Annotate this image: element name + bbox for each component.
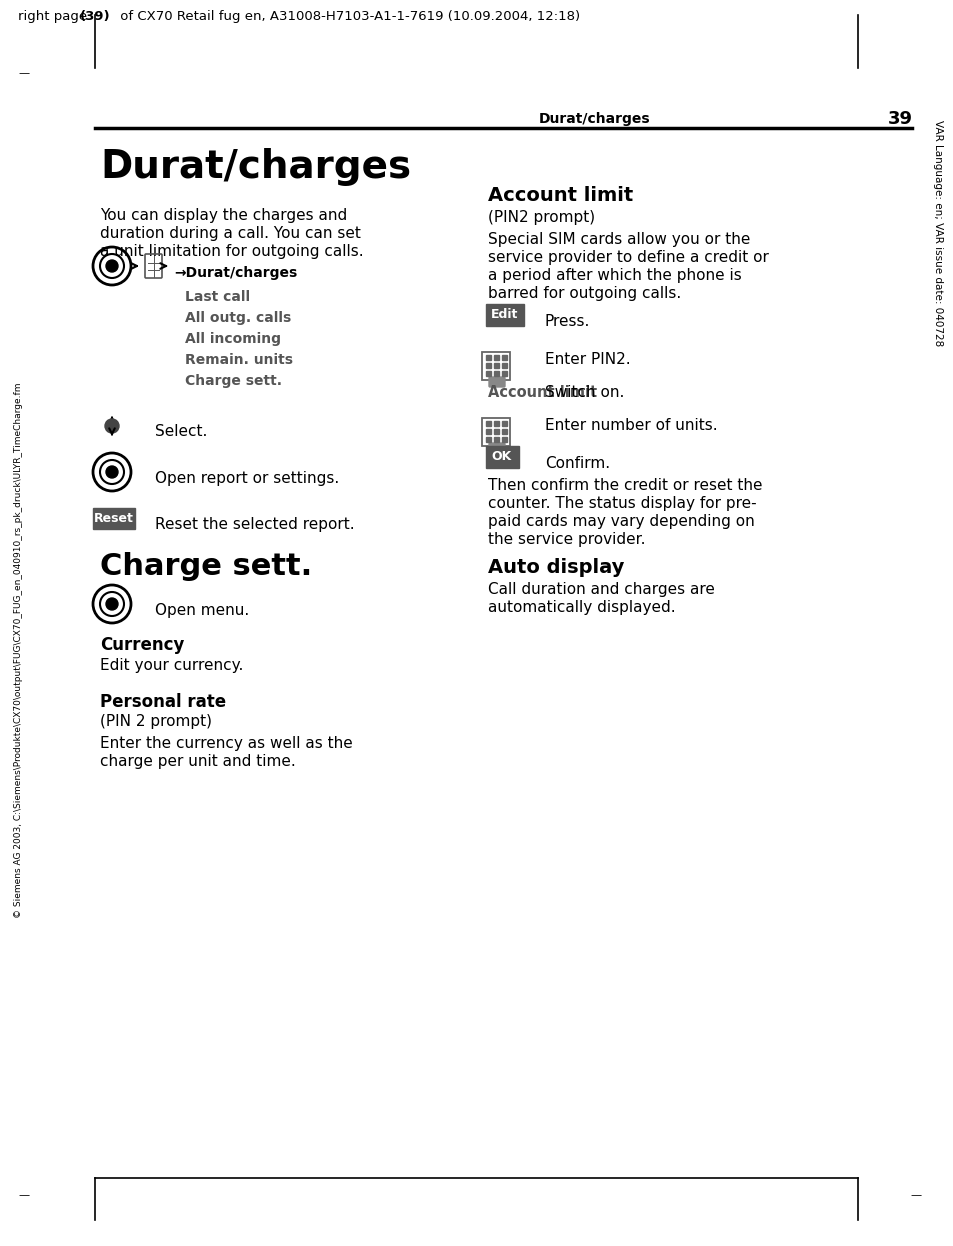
Text: Personal rate: Personal rate <box>100 693 226 711</box>
Text: of CX70 Retail fug en, A31008-H7103-A1-1-7619 (10.09.2004, 12:18): of CX70 Retail fug en, A31008-H7103-A1-1… <box>116 10 579 22</box>
Text: Currency: Currency <box>100 635 184 654</box>
Text: © Siemens AG 2003, C:\Siemens\Produkte\CX70\output\FUG\CX70_FUG_en_040910_rs_pk_: © Siemens AG 2003, C:\Siemens\Produkte\C… <box>14 383 23 918</box>
Text: Confirm.: Confirm. <box>544 456 610 471</box>
Text: Edit your currency.: Edit your currency. <box>100 658 243 673</box>
Text: —: — <box>18 69 30 78</box>
Text: a period after which the phone is: a period after which the phone is <box>488 268 741 283</box>
Text: Account limit: Account limit <box>488 385 597 400</box>
Text: —: — <box>18 1190 30 1200</box>
Text: (PIN2 prompt): (PIN2 prompt) <box>488 211 595 226</box>
FancyBboxPatch shape <box>494 437 498 442</box>
Text: (39): (39) <box>80 10 111 22</box>
FancyBboxPatch shape <box>485 363 491 368</box>
Text: Last call: Last call <box>185 290 250 304</box>
Text: Charge sett.: Charge sett. <box>100 552 312 581</box>
Text: the service provider.: the service provider. <box>488 532 645 547</box>
Text: automatically displayed.: automatically displayed. <box>488 601 675 616</box>
FancyBboxPatch shape <box>501 437 506 442</box>
Text: Remain. units: Remain. units <box>185 353 293 368</box>
Text: Account limit: Account limit <box>488 186 633 206</box>
Text: Special SIM cards allow you or the: Special SIM cards allow you or the <box>488 232 750 247</box>
FancyBboxPatch shape <box>501 429 506 434</box>
Circle shape <box>106 260 118 272</box>
Circle shape <box>105 419 119 434</box>
Text: charge per unit and time.: charge per unit and time. <box>100 754 295 769</box>
FancyBboxPatch shape <box>485 355 491 360</box>
Text: Open report or settings.: Open report or settings. <box>154 471 339 486</box>
Text: Durat/charges: Durat/charges <box>100 148 411 186</box>
Text: service provider to define a credit or: service provider to define a credit or <box>488 250 768 265</box>
FancyBboxPatch shape <box>485 304 523 326</box>
Text: All incoming: All incoming <box>185 331 281 346</box>
FancyBboxPatch shape <box>494 429 498 434</box>
Circle shape <box>106 466 118 478</box>
FancyBboxPatch shape <box>501 421 506 426</box>
Text: OK: OK <box>492 451 512 464</box>
FancyBboxPatch shape <box>485 371 491 376</box>
Text: counter. The status display for pre-: counter. The status display for pre- <box>488 496 756 511</box>
Text: Enter number of units.: Enter number of units. <box>544 417 717 432</box>
Text: Auto display: Auto display <box>488 558 623 577</box>
FancyBboxPatch shape <box>501 371 506 376</box>
Text: Reset: Reset <box>94 512 133 525</box>
Text: barred for outgoing calls.: barred for outgoing calls. <box>488 287 680 302</box>
FancyBboxPatch shape <box>494 371 498 376</box>
Text: Select.: Select. <box>154 425 207 440</box>
Text: Charge sett.: Charge sett. <box>185 374 282 388</box>
FancyBboxPatch shape <box>485 429 491 434</box>
FancyBboxPatch shape <box>494 363 498 368</box>
FancyBboxPatch shape <box>494 421 498 426</box>
Text: —: — <box>909 1190 921 1200</box>
FancyBboxPatch shape <box>485 446 518 468</box>
Text: All outg. calls: All outg. calls <box>185 312 291 325</box>
Text: →Durat/charges: →Durat/charges <box>173 265 297 280</box>
Text: paid cards may vary depending on: paid cards may vary depending on <box>488 515 754 530</box>
Text: a unit limitation for outgoing calls.: a unit limitation for outgoing calls. <box>100 244 363 259</box>
Circle shape <box>106 598 118 611</box>
Text: Enter PIN2.: Enter PIN2. <box>544 353 630 368</box>
Text: Edit: Edit <box>491 309 518 321</box>
FancyBboxPatch shape <box>501 363 506 368</box>
Text: Switch on.: Switch on. <box>544 385 623 400</box>
FancyBboxPatch shape <box>485 421 491 426</box>
Text: duration during a call. You can set: duration during a call. You can set <box>100 226 360 240</box>
FancyBboxPatch shape <box>501 355 506 360</box>
FancyBboxPatch shape <box>494 355 498 360</box>
Text: VAR Language: en; VAR issue date: 040728: VAR Language: en; VAR issue date: 040728 <box>932 120 942 346</box>
Text: Then confirm the credit or reset the: Then confirm the credit or reset the <box>488 478 761 493</box>
FancyBboxPatch shape <box>92 508 135 530</box>
Text: (PIN 2 prompt): (PIN 2 prompt) <box>100 714 212 729</box>
Text: right page: right page <box>18 10 91 22</box>
Text: Call duration and charges are: Call duration and charges are <box>488 582 714 597</box>
Text: You can display the charges and: You can display the charges and <box>100 208 347 223</box>
Text: Open menu.: Open menu. <box>154 603 249 618</box>
FancyBboxPatch shape <box>485 437 491 442</box>
FancyBboxPatch shape <box>489 444 504 454</box>
FancyBboxPatch shape <box>489 378 504 388</box>
Text: Reset the selected report.: Reset the selected report. <box>154 517 355 532</box>
Text: Press.: Press. <box>544 314 590 329</box>
Text: Durat/charges: Durat/charges <box>538 112 650 126</box>
Text: 39: 39 <box>886 110 911 128</box>
Text: Enter the currency as well as the: Enter the currency as well as the <box>100 736 353 751</box>
